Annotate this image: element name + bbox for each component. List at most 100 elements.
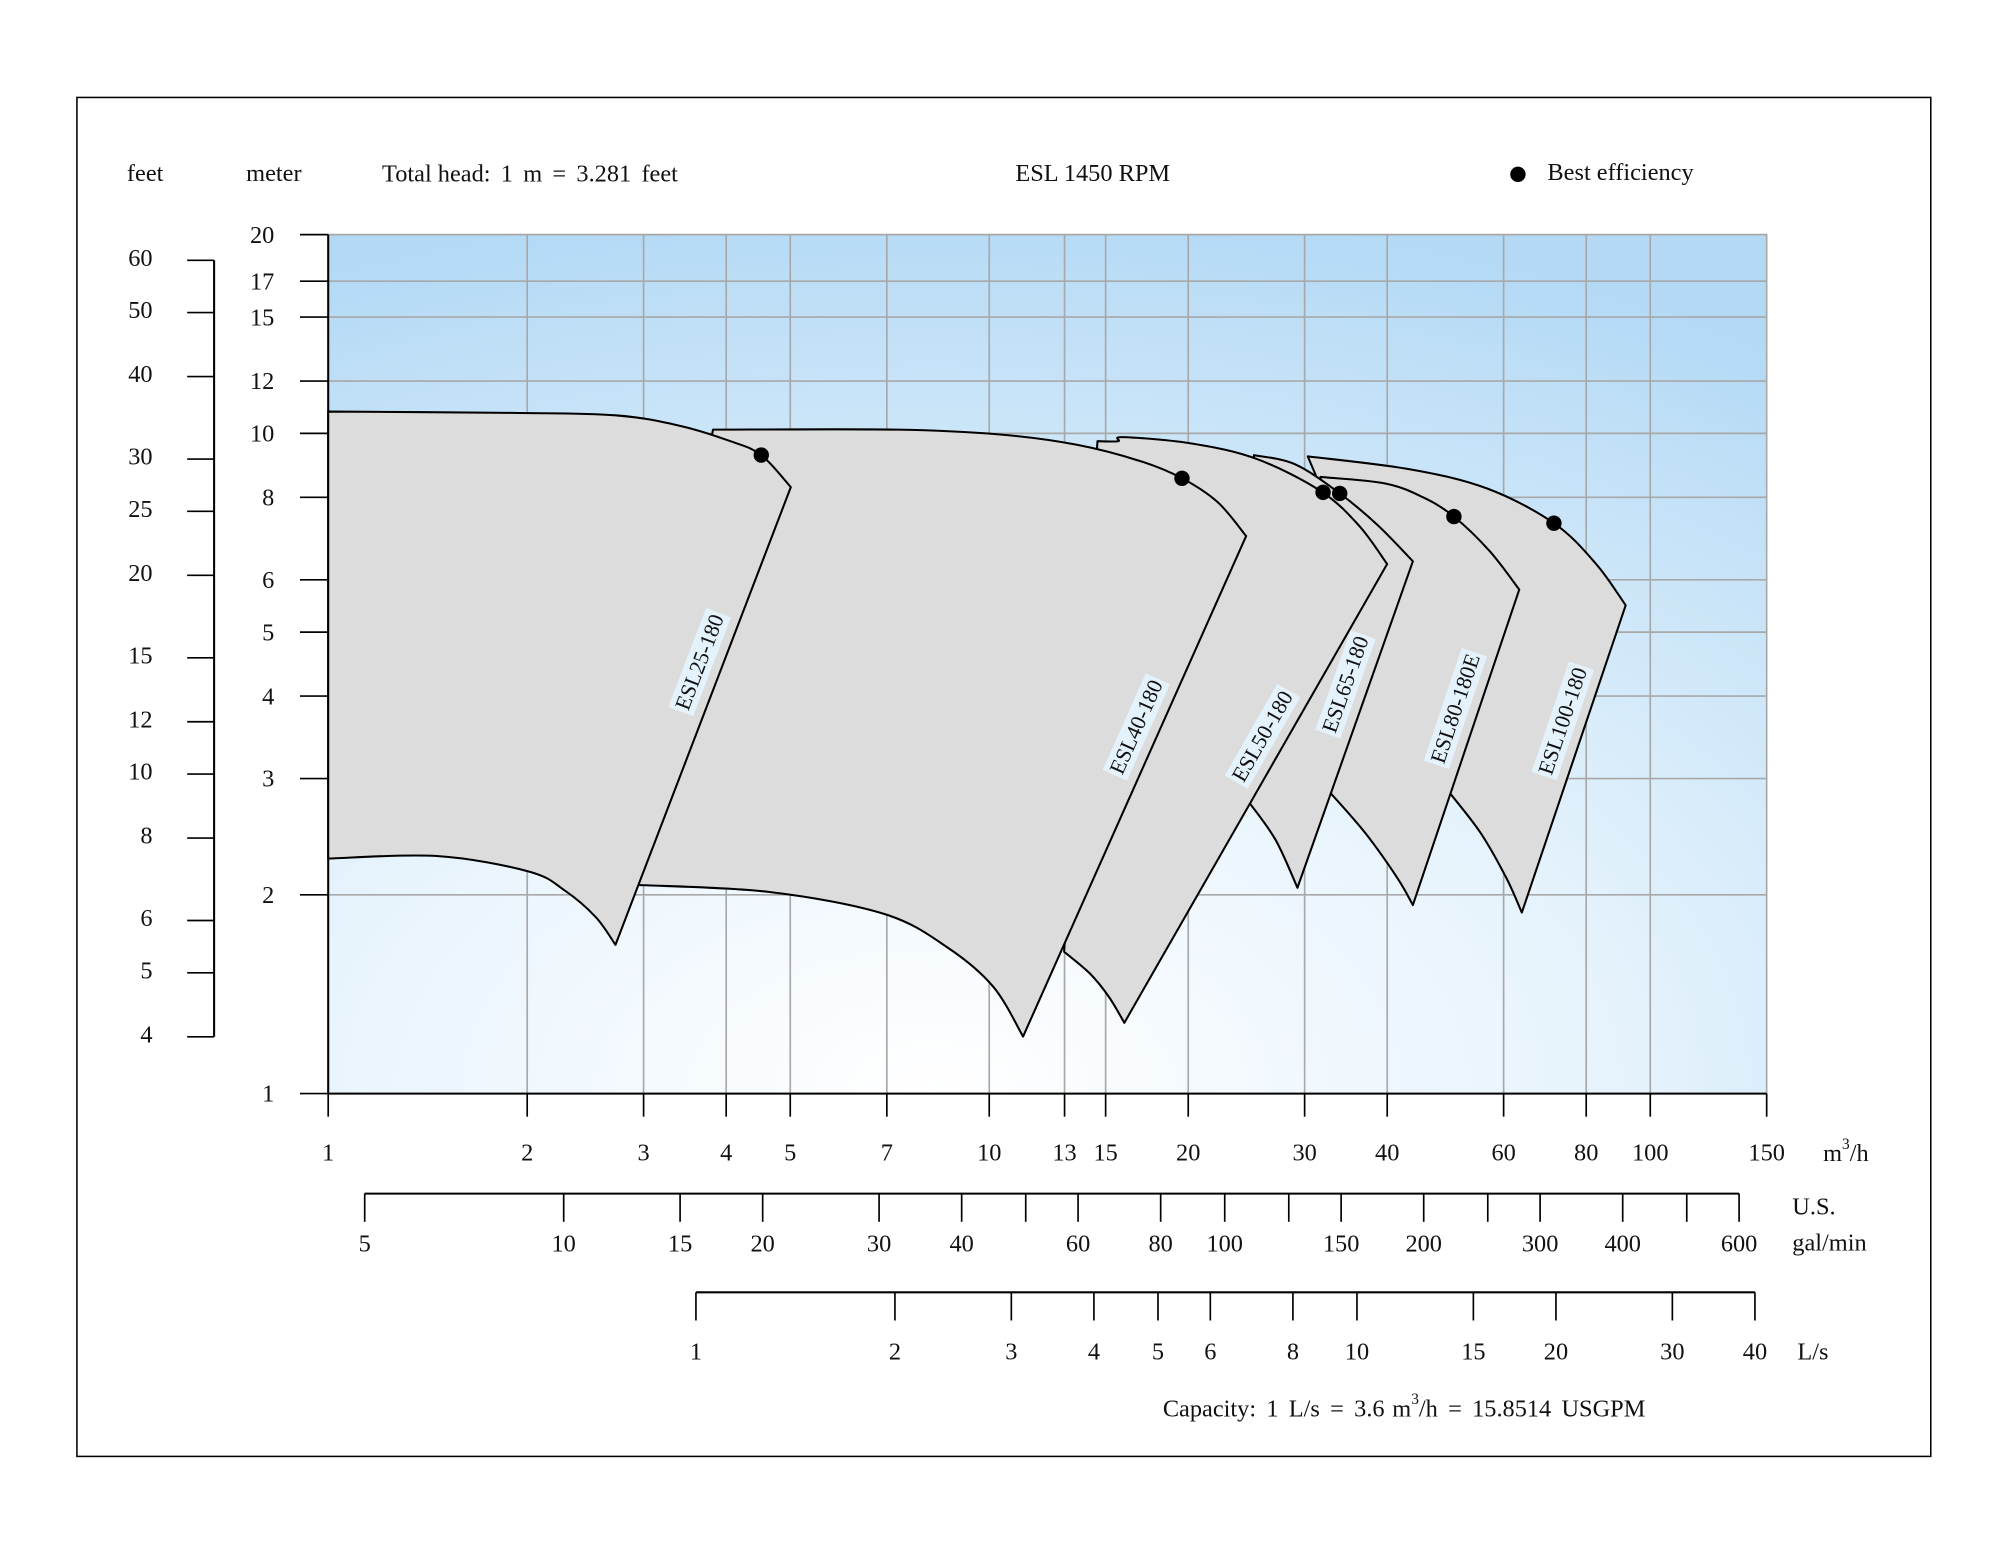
region-label-bg	[1423, 647, 1487, 770]
text-part: =	[1448, 1395, 1462, 1422]
best-efficiency-point	[1446, 508, 1462, 525]
ls-tick-label: 30	[1660, 1338, 1684, 1365]
y-tick-label: 2	[262, 882, 274, 909]
unit-tail: /h	[1850, 1140, 1869, 1167]
y-tick-label: 6	[262, 567, 274, 594]
feet-tick-label: 15	[128, 642, 152, 669]
gpm-tick-label: 200	[1405, 1231, 1442, 1258]
text-part: L/s	[1289, 1395, 1320, 1422]
gpm-tick-label: 80	[1148, 1231, 1172, 1258]
unit-sup: 3	[1842, 1135, 1850, 1152]
feet-tick-label: 12	[128, 706, 152, 733]
gpm-tick-label: 10	[552, 1231, 576, 1258]
x-tick-label: 100	[1632, 1140, 1669, 1167]
best-efficiency-point	[1546, 515, 1562, 531]
x-tick-label: 7	[881, 1140, 893, 1167]
gpm-tick-label: 20	[751, 1231, 775, 1258]
frame	[76, 96, 1932, 1458]
total-head-note: Total head: 1 m = 3.281 feet	[382, 160, 678, 187]
x-unit: m3/h	[1823, 1135, 1869, 1166]
x-tick-label: 1	[322, 1140, 334, 1167]
x-tick-label: 40	[1375, 1140, 1399, 1167]
text-part: 1	[501, 160, 513, 187]
y-tick-label: 10	[250, 421, 274, 448]
capacity-note: Capacity: 1 L/s = 3.6 m3/h = 15.8514 USGPM	[1163, 1391, 1646, 1422]
best-efficiency-point	[753, 447, 769, 463]
pump-region	[327, 410, 792, 946]
feet-tick-label: 6	[140, 905, 152, 932]
gpm-tick-label: 600	[1721, 1231, 1758, 1258]
y-tick-label: 1	[262, 1081, 274, 1108]
feet-tick-label: 25	[128, 496, 152, 523]
y-tick-label: 12	[250, 368, 274, 395]
gpm-tick-label: 15	[668, 1231, 692, 1258]
y-tick-label: 20	[250, 222, 274, 249]
best-efficiency-point	[1174, 470, 1190, 486]
best-efficiency-point	[1332, 485, 1348, 502]
gpm-tick-label: 300	[1522, 1231, 1559, 1258]
meter-axis-title: meter	[246, 160, 301, 187]
legend-marker	[1510, 166, 1526, 183]
unit-sup: 3	[1411, 1391, 1419, 1408]
feet-tick-label: 50	[128, 297, 152, 324]
x-tick-label: 20	[1176, 1140, 1200, 1167]
ls-tick-label: 20	[1544, 1338, 1568, 1365]
x-tick-label: 15	[1093, 1140, 1117, 1167]
ls-tick-label: 5	[1152, 1338, 1164, 1365]
y-tick-label: 5	[262, 619, 274, 646]
unit-base: m	[1823, 1140, 1842, 1167]
gpm-tick-label: 30	[867, 1231, 891, 1258]
text-part: Total head:	[382, 160, 490, 187]
y-tick-label: 8	[262, 485, 274, 512]
feet-tick-label: 10	[128, 759, 152, 786]
text-part: 1	[1266, 1395, 1278, 1422]
best-efficiency-point	[1315, 484, 1331, 501]
text-part: USGPM	[1561, 1395, 1645, 1422]
y-tick-label: 15	[250, 304, 274, 331]
gpm-unit: U.S.	[1792, 1194, 1835, 1221]
feet-tick-label: 30	[128, 444, 152, 471]
ls-tick-label: 3	[1005, 1338, 1017, 1365]
ls-tick-label: 1	[690, 1338, 702, 1365]
feet-axis-title: feet	[127, 160, 164, 187]
text-part: m	[523, 160, 542, 187]
gpm-tick-label: 40	[949, 1231, 973, 1258]
region-label-bg	[668, 608, 731, 717]
y-tick-label: 4	[262, 683, 274, 710]
text-part: =	[552, 160, 566, 187]
y-tick-label: 3	[262, 766, 274, 793]
pump-region	[637, 428, 1248, 1038]
gpm-tick-label: 60	[1066, 1231, 1090, 1258]
text-part: feet	[641, 160, 678, 187]
x-tick-label: 150	[1748, 1140, 1785, 1167]
ls-tick-label: 10	[1345, 1338, 1369, 1365]
unit-base: m	[1392, 1395, 1411, 1422]
x-tick-label: 3	[638, 1140, 650, 1167]
ls-tick-label: 8	[1287, 1338, 1299, 1365]
gpm-tick-label: 5	[359, 1231, 371, 1258]
legend-label: Best efficiency	[1547, 159, 1694, 186]
gpm-tick-label: 400	[1604, 1231, 1641, 1258]
text-part: =	[1330, 1395, 1344, 1422]
ls-tick-label: 15	[1461, 1338, 1485, 1365]
y-tick-label: 17	[250, 268, 274, 295]
x-tick-label: 4	[720, 1140, 732, 1167]
x-tick-label: 2	[521, 1140, 533, 1167]
gpm-tick-label: 100	[1206, 1231, 1243, 1258]
x-tick-label: 30	[1292, 1140, 1316, 1167]
gpm-tick-label: 150	[1323, 1231, 1360, 1258]
x-tick-label: 5	[784, 1140, 796, 1167]
x-tick-label: 13	[1052, 1140, 1076, 1167]
ls-tick-label: 40	[1743, 1338, 1767, 1365]
ls-unit: L/s	[1797, 1338, 1828, 1365]
gpm-unit: gal/min	[1792, 1229, 1866, 1256]
text-part: Capacity:	[1163, 1395, 1256, 1422]
feet-tick-label: 4	[140, 1021, 152, 1048]
feet-tick-label: 20	[128, 560, 152, 587]
x-tick-label: 10	[977, 1140, 1001, 1167]
unit-tail: /h	[1419, 1395, 1438, 1422]
region-label-bg	[1315, 630, 1376, 739]
region-label-bg	[1531, 661, 1595, 781]
